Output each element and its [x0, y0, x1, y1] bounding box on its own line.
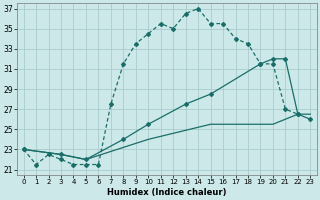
- X-axis label: Humidex (Indice chaleur): Humidex (Indice chaleur): [107, 188, 227, 197]
